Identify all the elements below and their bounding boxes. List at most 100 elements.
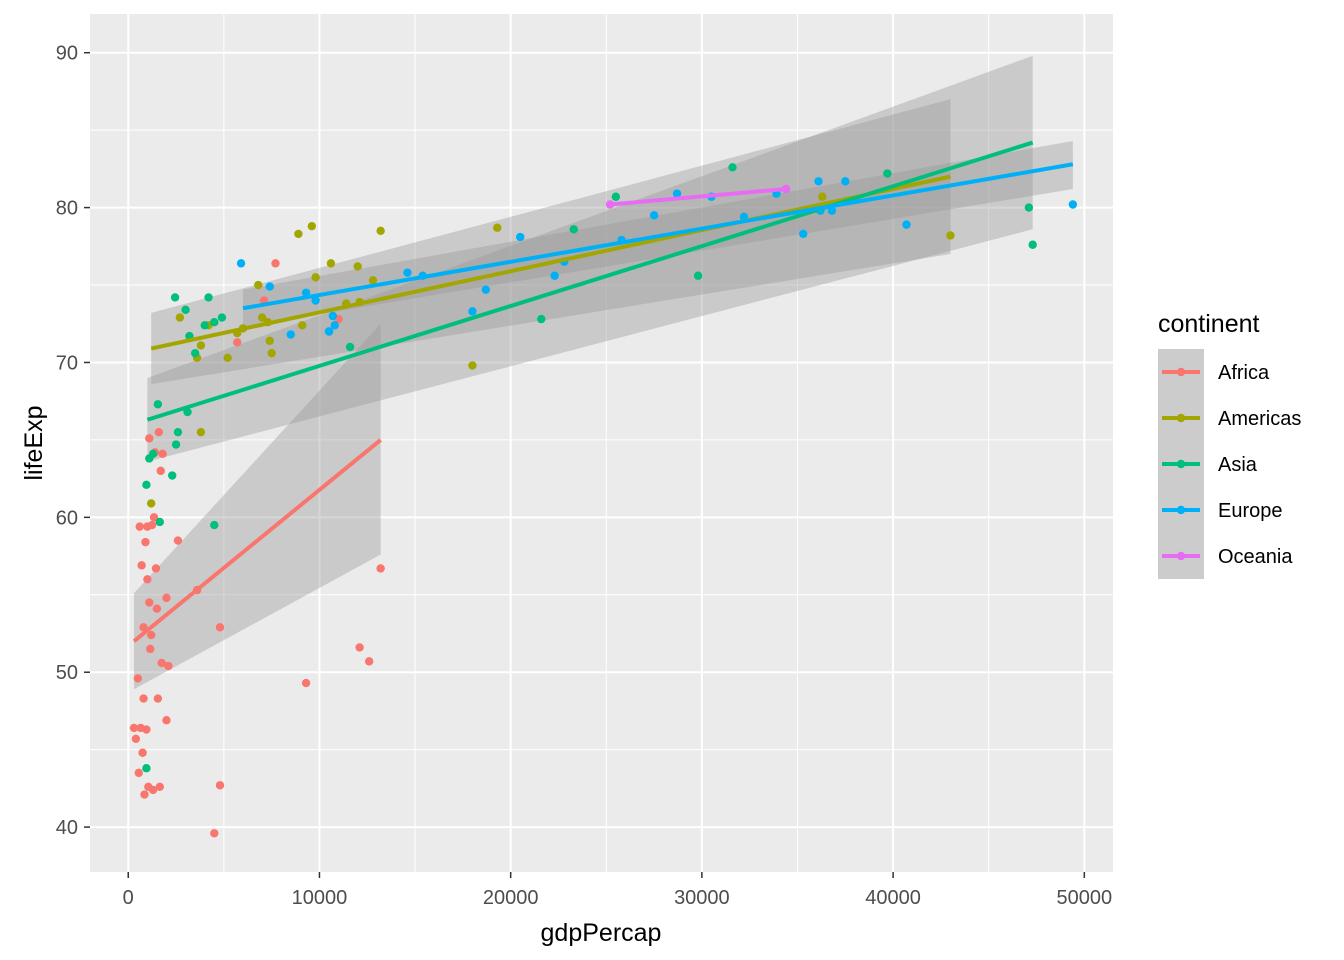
- x-tick-label: 40000: [865, 887, 921, 909]
- point-africa: [146, 630, 156, 640]
- x-tick-label: 10000: [292, 887, 348, 909]
- confidence-band-americas: [151, 99, 951, 385]
- point-africa: [158, 449, 167, 459]
- panel-background: [90, 14, 1113, 872]
- legend-key-point-asia: [1176, 459, 1186, 469]
- point-asia: [728, 163, 737, 172]
- point-europe: [468, 307, 477, 316]
- x-tick-label: 0: [123, 887, 134, 909]
- point-americas: [294, 229, 303, 239]
- point-africa: [271, 259, 280, 268]
- point-europe: [286, 330, 295, 339]
- point-asia: [142, 764, 151, 773]
- point-africa: [135, 522, 144, 531]
- fit-line-europe: [242, 162, 1074, 311]
- point-africa: [137, 561, 146, 570]
- point-americas: [267, 348, 276, 358]
- x-tick-label: 50000: [1057, 887, 1113, 909]
- legend-label-americas: Americas: [1218, 408, 1301, 430]
- legend-key-point-africa: [1176, 367, 1186, 377]
- point-americas: [818, 192, 827, 201]
- point-americas: [493, 223, 502, 232]
- point-europe: [403, 268, 412, 277]
- point-africa: [154, 427, 164, 437]
- point-asia: [170, 293, 180, 302]
- point-asia: [204, 293, 213, 302]
- point-africa: [138, 748, 147, 757]
- point-africa: [134, 768, 143, 778]
- point-americas: [196, 427, 206, 437]
- fit-line-americas: [150, 174, 951, 351]
- point-africa: [173, 536, 183, 545]
- legend-key-point-europe: [1176, 505, 1186, 515]
- point-americas: [175, 313, 185, 322]
- legend: continent Africa Americas Asia Europe Oceani…: [1158, 310, 1301, 579]
- point-africa: [162, 593, 171, 603]
- point-africa: [233, 338, 242, 347]
- confidence-band-europe: [242, 140, 1073, 327]
- point-africa: [140, 790, 149, 799]
- point-africa: [164, 661, 173, 671]
- point-europe: [1068, 200, 1078, 209]
- y-tick-label: 40: [56, 817, 78, 839]
- point-asia: [173, 427, 183, 437]
- point-africa: [152, 604, 162, 613]
- point-africa: [149, 513, 159, 522]
- point-europe: [236, 259, 246, 268]
- point-asia: [693, 271, 703, 280]
- major-gridlines: [90, 14, 1113, 872]
- x-tick-label: 20000: [483, 887, 539, 909]
- point-asia: [153, 400, 163, 409]
- point-asia: [883, 169, 892, 178]
- point-europe: [328, 311, 338, 321]
- point-asia: [569, 225, 578, 234]
- point-africa: [145, 434, 154, 443]
- y-tick-label: 70: [56, 352, 78, 374]
- point-americas: [146, 499, 156, 508]
- y-tick-label: 80: [56, 198, 78, 220]
- point-europe: [672, 189, 682, 198]
- legend-label-asia: Asia: [1218, 454, 1258, 476]
- point-africa: [376, 564, 385, 573]
- point-americas: [946, 231, 955, 240]
- point-africa: [157, 658, 166, 668]
- point-africa: [148, 785, 158, 795]
- point-africa: [147, 520, 157, 530]
- legend-label-africa: Africa: [1218, 362, 1270, 384]
- point-europe: [799, 229, 808, 239]
- fit-lines: [132, 140, 1074, 643]
- legend-key-point-americas: [1176, 413, 1186, 423]
- point-africa: [139, 694, 148, 703]
- point-europe: [902, 220, 911, 229]
- fit-line-asia: [146, 140, 1034, 422]
- y-tick-label: 60: [56, 507, 78, 529]
- legend-key-point-oceania: [1176, 551, 1186, 561]
- point-asia: [200, 321, 209, 330]
- point-asia: [168, 471, 177, 480]
- point-africa: [146, 644, 155, 654]
- point-americas: [368, 276, 378, 285]
- point-africa: [145, 598, 154, 607]
- point-asia: [217, 313, 227, 322]
- x-axis-title: gdpPercap: [541, 919, 662, 947]
- point-africa: [153, 694, 163, 703]
- point-asia: [148, 449, 158, 459]
- x-tick-label: 30000: [674, 887, 730, 909]
- point-asia: [155, 517, 164, 527]
- confidence-bands: [133, 55, 1073, 690]
- point-europe: [311, 296, 320, 305]
- point-europe: [330, 321, 339, 330]
- point-americas: [311, 273, 320, 282]
- x-axis: 0 10000 20000 30000 40000 50000: [123, 872, 1112, 909]
- point-africa: [155, 782, 164, 792]
- point-americas: [223, 353, 232, 363]
- point-asia: [210, 520, 219, 530]
- point-americas: [196, 341, 206, 350]
- point-americas: [468, 361, 477, 370]
- confidence-band-asia: [147, 55, 1033, 462]
- point-africa: [364, 657, 374, 666]
- point-africa: [215, 623, 225, 632]
- point-asia: [345, 342, 355, 352]
- point-asia: [181, 305, 190, 315]
